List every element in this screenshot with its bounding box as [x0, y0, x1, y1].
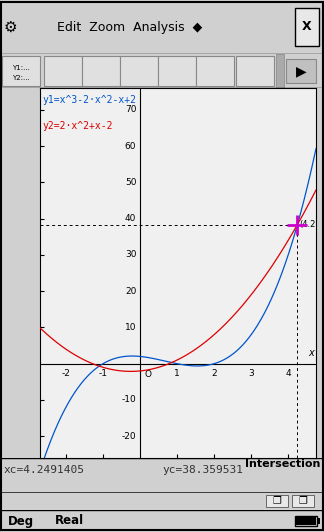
Text: ❐: ❐: [272, 496, 281, 506]
Text: ⚙: ⚙: [3, 20, 17, 35]
Text: 50: 50: [125, 178, 136, 187]
Text: ▶: ▶: [296, 64, 306, 78]
Text: yc=38.359531: yc=38.359531: [162, 465, 243, 475]
Text: x: x: [308, 348, 314, 358]
Bar: [266, 495, 288, 507]
Text: y1=x^3-2·x^2-x+2: y1=x^3-2·x^2-x+2: [43, 95, 137, 105]
Text: 10: 10: [125, 323, 136, 332]
Bar: [295, 8, 319, 46]
Text: -20: -20: [122, 432, 136, 440]
Bar: [120, 56, 158, 86]
Text: 3: 3: [248, 369, 254, 378]
Text: Y2:...: Y2:...: [12, 75, 30, 81]
Bar: [276, 54, 284, 88]
Text: y2=2·x^2+x-2: y2=2·x^2+x-2: [43, 121, 113, 131]
Text: Edit  Zoom  Analysis  ◆: Edit Zoom Analysis ◆: [57, 21, 202, 34]
Bar: [295, 516, 317, 526]
Text: -2: -2: [62, 369, 70, 378]
Text: 1: 1: [174, 369, 180, 378]
Bar: [44, 56, 82, 86]
Text: -10: -10: [122, 395, 136, 404]
Text: X: X: [302, 21, 312, 34]
Text: 4: 4: [285, 369, 291, 378]
Text: 60: 60: [125, 142, 136, 151]
Bar: [158, 56, 196, 86]
Bar: [236, 56, 274, 86]
Text: Real: Real: [55, 514, 84, 528]
Text: -1: -1: [98, 369, 108, 378]
Bar: [82, 56, 120, 86]
Text: xc=4.2491405: xc=4.2491405: [4, 465, 85, 475]
Bar: [296, 517, 316, 525]
Text: Deg: Deg: [8, 514, 34, 528]
Bar: [196, 56, 234, 86]
Text: 40: 40: [125, 214, 136, 223]
Text: O: O: [145, 370, 152, 379]
Bar: [292, 495, 314, 507]
Text: Intersection: Intersection: [245, 459, 320, 469]
Text: 20: 20: [125, 287, 136, 296]
Bar: [286, 59, 316, 83]
Text: ❐: ❐: [299, 496, 307, 506]
Text: 70: 70: [125, 105, 136, 114]
Text: (4.2: (4.2: [299, 220, 315, 229]
Bar: [317, 518, 320, 524]
Text: Y1:...: Y1:...: [12, 65, 30, 71]
Text: 2: 2: [211, 369, 217, 378]
Bar: [2, 56, 40, 86]
Text: 30: 30: [125, 251, 136, 260]
